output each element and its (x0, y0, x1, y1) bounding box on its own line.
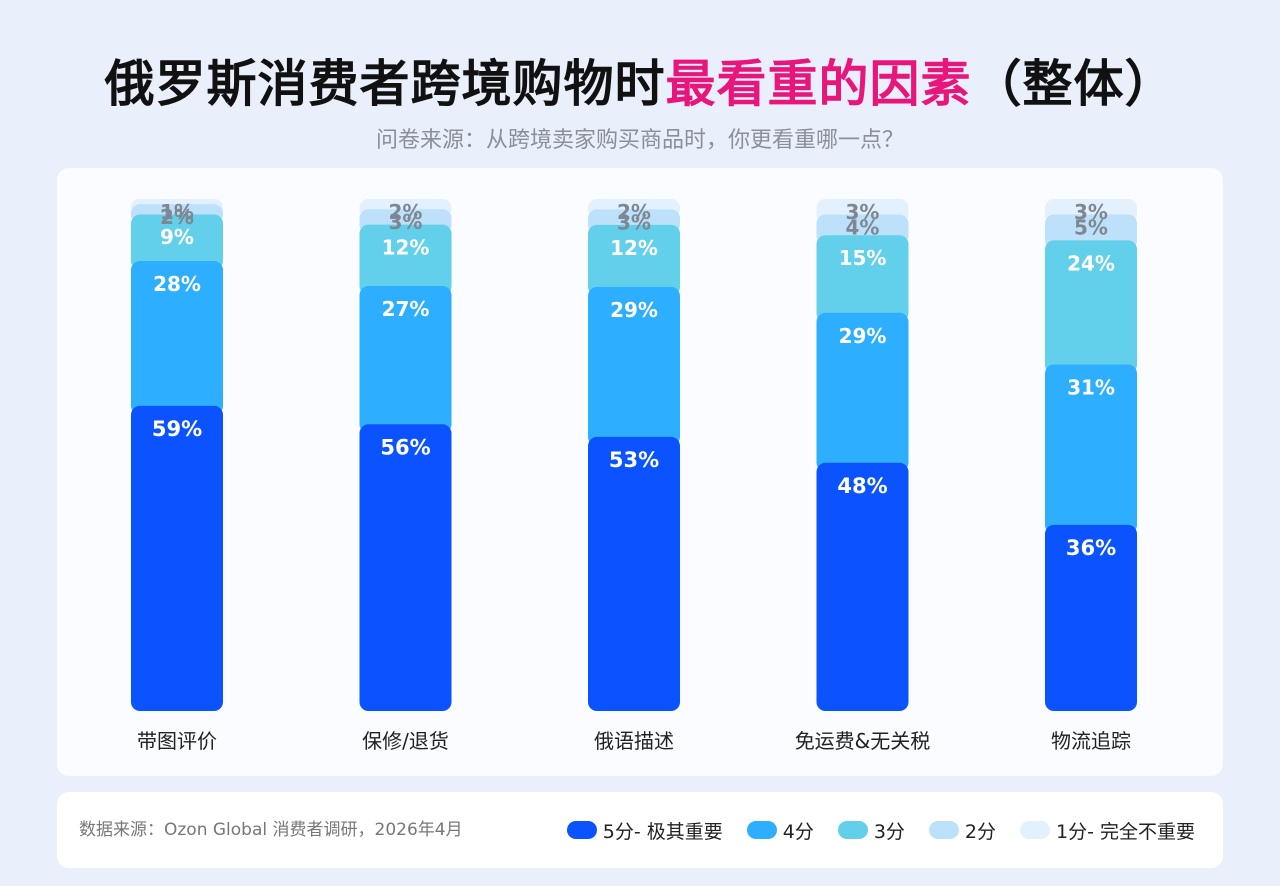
bar-value-label: 27% (382, 297, 430, 321)
bar-value-label: 2% (160, 205, 194, 229)
bar-segment-2-4 (359, 286, 452, 434)
footer-card: 数据来源：Ozon Global 消费者调研，2026年4月 5分- 极其重要 … (57, 792, 1223, 868)
bar-value-label: 29% (610, 298, 658, 322)
bar-segment-3-3 (588, 224, 680, 296)
page-subtitle: 问卷来源：从跨境卖家购买商品时，你更看重哪一点？ (375, 128, 904, 153)
bar-value-label: 24% (1067, 251, 1115, 275)
category-label: 免运费&无关税 (795, 729, 931, 753)
bar-value-label: 28% (153, 272, 201, 296)
bar-segment-2-3 (359, 224, 452, 296)
page-title: 俄罗斯消费者跨境购物时最看重的因素（整体） (0, 44, 1280, 116)
legend-item-3: 3分 (837, 817, 905, 844)
bar-segment-5-3 (1045, 240, 1137, 374)
legend-swatch-1 (1020, 821, 1051, 839)
bar-value-label: 15% (839, 246, 887, 270)
bar-value-label: 53% (609, 448, 659, 472)
bar-value-label: 5% (1074, 216, 1108, 240)
bar-segment-4-4 (816, 312, 909, 472)
bar-segment-5-4 (1045, 364, 1137, 534)
category-label: 物流追踪 (1051, 729, 1131, 753)
chart-legend: 5分- 极其重要 4分 3分 2分 1分- 完全不重要 (566, 792, 1195, 868)
legend-label-5: 5分- 极其重要 (602, 820, 723, 843)
bar-value-label: 48% (837, 474, 887, 498)
legend-label-1: 1分- 完全不重要 (1056, 820, 1195, 843)
title-main: 俄罗斯消费者跨境购物时 (104, 55, 666, 113)
bar-value-label: 2% (389, 200, 423, 224)
chart-card: 59% 28% 9% 2% 1% 带图评价 56% 27% 12% 3% 2% 保修/退货 53% 29%… (57, 168, 1223, 776)
bar-segment-4-5 (816, 462, 909, 711)
bar-value-label: 3% (1074, 200, 1108, 224)
bar-value-label: 29% (839, 324, 887, 348)
bar-value-label: 31% (1067, 375, 1115, 399)
bar-segment-3-4 (588, 286, 680, 446)
category-label: 俄语描述 (594, 729, 674, 753)
bar-value-label: 3% (617, 210, 651, 234)
category-label: 保修/退货 (362, 729, 449, 753)
bar-segment-5-5 (1045, 524, 1137, 711)
bar-value-label: 1% (160, 200, 194, 224)
bar-segment-1-3 (131, 214, 223, 271)
bar-segment-2-5 (359, 424, 452, 711)
bar-segment-1-4 (131, 261, 223, 415)
bar-value-label: 3% (389, 210, 423, 234)
bar-value-label: 36% (1066, 536, 1116, 560)
title-suffix: （整体） (971, 55, 1176, 113)
bar-value-label: 12% (610, 236, 658, 260)
legend-item-1: 1分- 完全不重要 (1020, 817, 1195, 844)
bar-value-label: 56% (380, 435, 430, 459)
bar-segment-4-3 (816, 235, 909, 322)
legend-label-2: 2分 (964, 820, 997, 843)
legend-swatch-2 (928, 821, 959, 839)
legend-item-5: 5分- 极其重要 (566, 817, 723, 844)
legend-label-4: 4分 (782, 820, 814, 843)
bar-segment-1-5 (131, 405, 223, 711)
legend-label-3: 3分 (873, 820, 905, 843)
stacked-bar-chart: 59%28%9%2%1%带图评价56%27%12%3%2%保修/退货53%29%… (131, 199, 1137, 753)
legend-item-2: 2分 (928, 817, 997, 844)
bar-segment-3-5 (588, 436, 680, 711)
legend-swatch-3 (837, 821, 868, 839)
bar-value-label: 59% (152, 417, 202, 441)
bar-value-label: 2% (617, 200, 651, 224)
bar-value-label: 12% (382, 236, 430, 260)
legend-swatch-5 (566, 821, 597, 839)
bar-value-label: 9% (160, 225, 194, 249)
legend-item-4: 4分 (746, 817, 814, 844)
category-label: 带图评价 (137, 729, 217, 753)
bar-value-label: 4% (846, 216, 880, 240)
title-highlight: 最看重的因素 (665, 55, 972, 113)
data-source-note: 数据来源：Ozon Global 消费者调研，2026年4月 (79, 820, 463, 840)
legend-swatch-4 (746, 821, 777, 839)
bar-value-label: 3% (846, 200, 880, 224)
